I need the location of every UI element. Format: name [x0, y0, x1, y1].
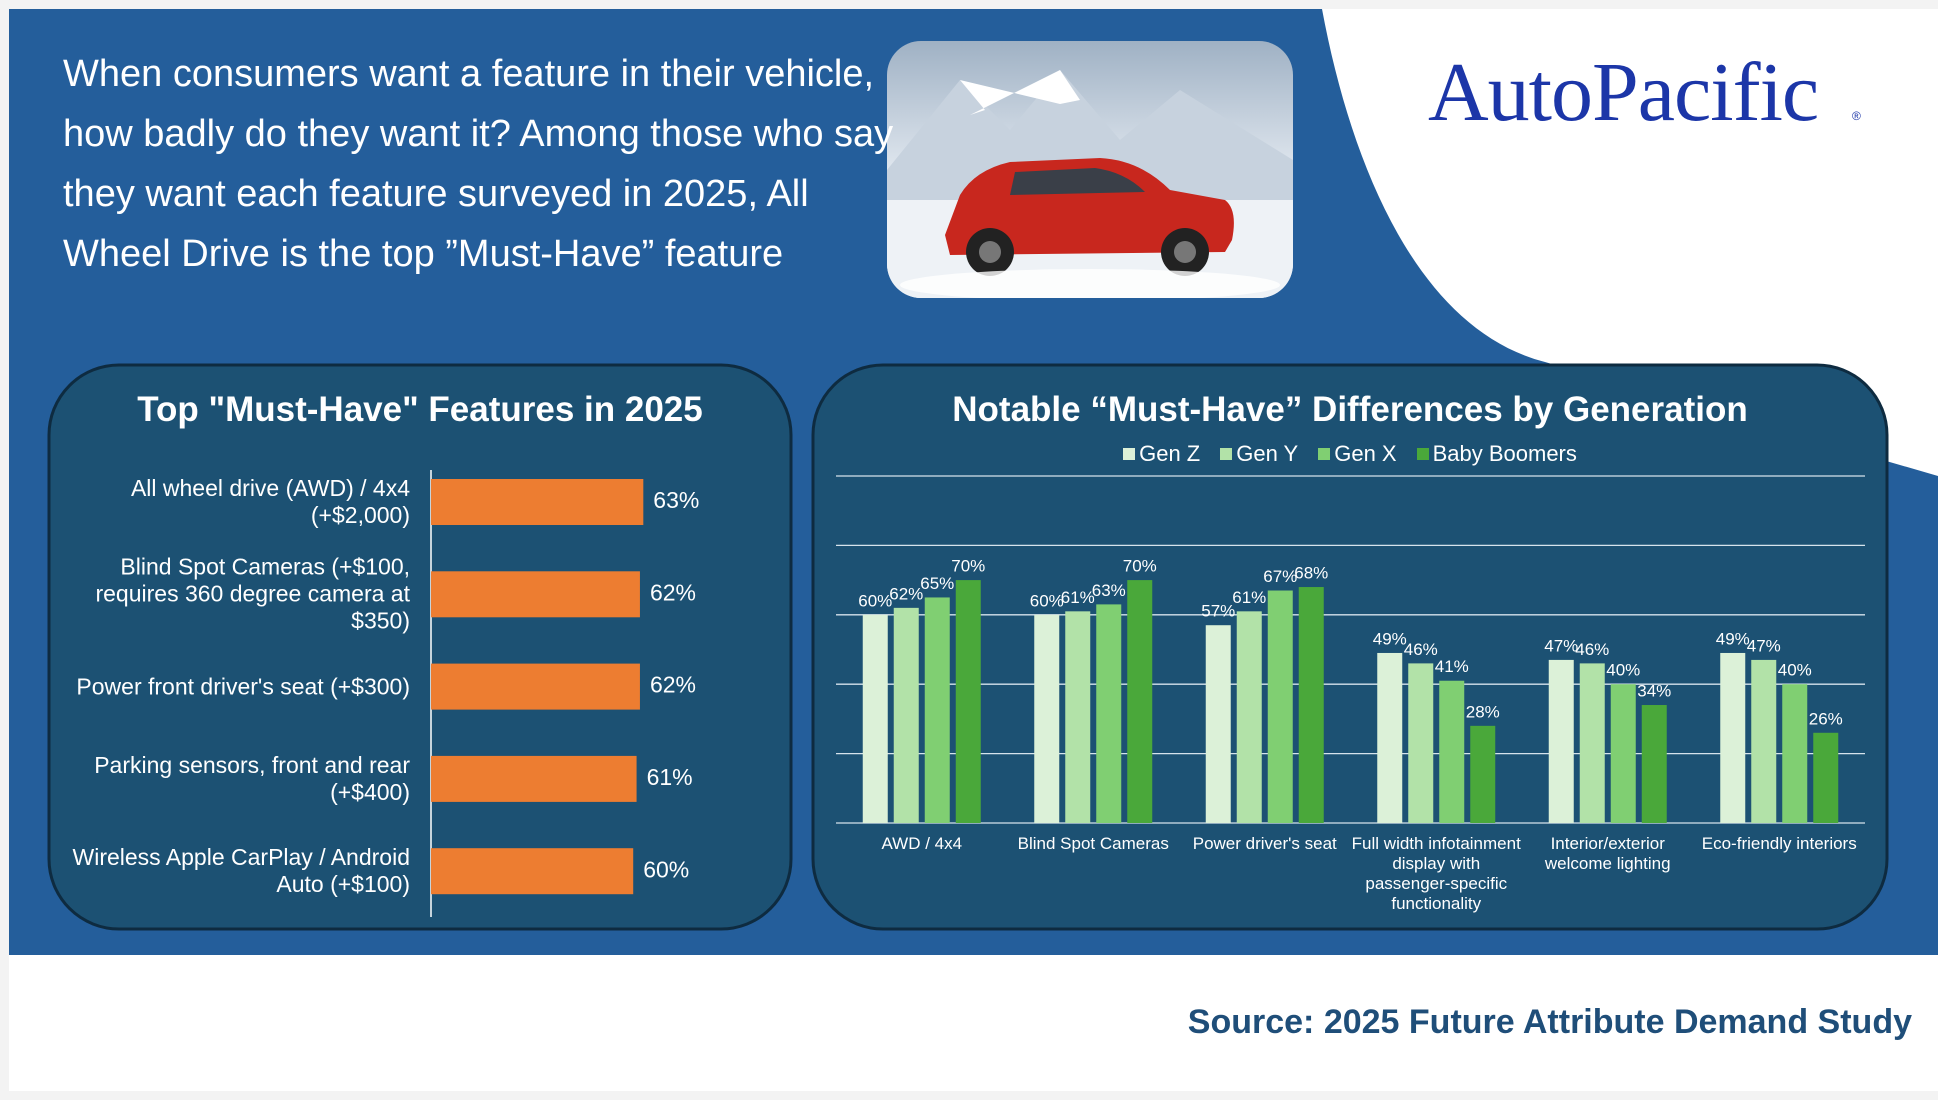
category-label: Full width infotainment display with pas… [1351, 834, 1521, 913]
value-label: 63% [1092, 581, 1126, 600]
value-label: 46% [1404, 640, 1438, 659]
bar [955, 580, 981, 823]
bar [1127, 580, 1153, 823]
bar [893, 607, 919, 823]
value-label: 61% [1232, 588, 1266, 607]
bar [1205, 625, 1231, 823]
value-label: 62% [889, 584, 923, 603]
value-label: 47% [1544, 636, 1578, 655]
intro-text: When consumers want a feature in their v… [63, 53, 894, 275]
bar [1065, 611, 1091, 823]
bar [1034, 614, 1060, 823]
value-label: 61% [1061, 588, 1095, 607]
value-label: 70% [1123, 557, 1157, 576]
bar [1267, 590, 1293, 823]
bar [1548, 659, 1574, 823]
category-label: Parking sensors, front and rear (+$400) [94, 751, 410, 805]
chart-title: Top "Must-Have" Features in 2025 [137, 390, 703, 429]
value-label: 63% [653, 487, 699, 513]
source-note: Source: 2025 Future Attribute Demand Stu… [1187, 1003, 1912, 1041]
registered-mark: ® [1852, 109, 1861, 123]
category-label: Wireless Apple CarPlay / Android Auto (+… [72, 844, 411, 898]
bar [924, 597, 950, 823]
value-label: 34% [1637, 682, 1671, 701]
bar [431, 848, 634, 895]
value-label: 40% [1778, 661, 1812, 680]
bar [1298, 587, 1324, 823]
value-label: 65% [920, 574, 954, 593]
legend-swatch [1220, 448, 1233, 460]
value-label: 62% [650, 579, 696, 605]
value-label: 70% [951, 557, 985, 576]
bar [1408, 663, 1434, 823]
bar [431, 663, 640, 710]
legend-item: Gen Y [1220, 441, 1298, 467]
value-label: 28% [1466, 702, 1500, 721]
bar [1641, 705, 1667, 823]
category-label: Blind Spot Cameras (+$100, requires 360 … [95, 553, 410, 634]
legend-label: Gen X [1334, 441, 1397, 466]
bar [1782, 684, 1808, 823]
car-photo [887, 41, 1293, 298]
legend-label: Baby Boomers [1432, 441, 1577, 466]
legend-swatch [1123, 448, 1136, 460]
bar [1377, 652, 1403, 823]
bar [431, 755, 637, 802]
value-label: 60% [1030, 591, 1064, 610]
bar [1470, 725, 1496, 823]
category-label: Blind Spot Cameras [1017, 834, 1169, 853]
legend-item: Gen Z [1123, 441, 1200, 467]
category-label: Interior/exterior welcome lighting [1544, 834, 1671, 873]
value-label: 67% [1263, 567, 1297, 586]
logo-area [1322, 9, 1938, 476]
value-label: 60% [858, 591, 892, 610]
value-label: 40% [1606, 661, 1640, 680]
legend-item: Baby Boomers [1416, 441, 1577, 467]
legend-swatch [1416, 448, 1429, 460]
bar [1579, 663, 1605, 823]
value-label: 26% [1809, 709, 1843, 728]
bar [1610, 684, 1636, 823]
bar [1096, 604, 1122, 823]
value-label: 49% [1373, 629, 1407, 648]
bar [431, 571, 640, 618]
bar [1236, 611, 1262, 823]
value-label: 62% [650, 672, 696, 698]
legend-item: Gen X [1318, 441, 1397, 467]
category-label: Eco-friendly interiors [1701, 834, 1857, 853]
legend-label: Gen Y [1236, 441, 1299, 466]
value-label: 46% [1575, 640, 1609, 659]
value-label: 60% [643, 856, 689, 882]
bar [1720, 652, 1746, 823]
legend: Gen Z Gen Y Gen X Baby Boomers [813, 441, 1887, 467]
value-label: 49% [1716, 629, 1750, 648]
legend-swatch [1318, 448, 1331, 460]
category-label: Power driver's seat [1192, 834, 1337, 853]
value-label: 61% [647, 764, 693, 790]
bar [431, 479, 644, 525]
bar [862, 614, 888, 823]
brand-logo: AutoPacific [1428, 46, 1819, 139]
chart-title: Notable “Must-Have” Differences by Gener… [952, 390, 1748, 429]
value-label: 41% [1435, 657, 1469, 676]
bar [1813, 732, 1839, 823]
category-label: Power front driver's seat (+$300) [76, 673, 410, 700]
value-label: 47% [1747, 636, 1781, 655]
bar [1751, 659, 1777, 823]
value-label: 57% [1201, 602, 1235, 621]
value-label: 68% [1294, 564, 1328, 583]
category-label: AWD / 4x4 [881, 834, 963, 853]
bar [1439, 680, 1465, 823]
footer-area [9, 955, 1938, 1091]
category-label: All wheel drive (AWD) / 4x4 (+$2,000) [130, 475, 410, 528]
legend-label: Gen Z [1139, 441, 1201, 466]
